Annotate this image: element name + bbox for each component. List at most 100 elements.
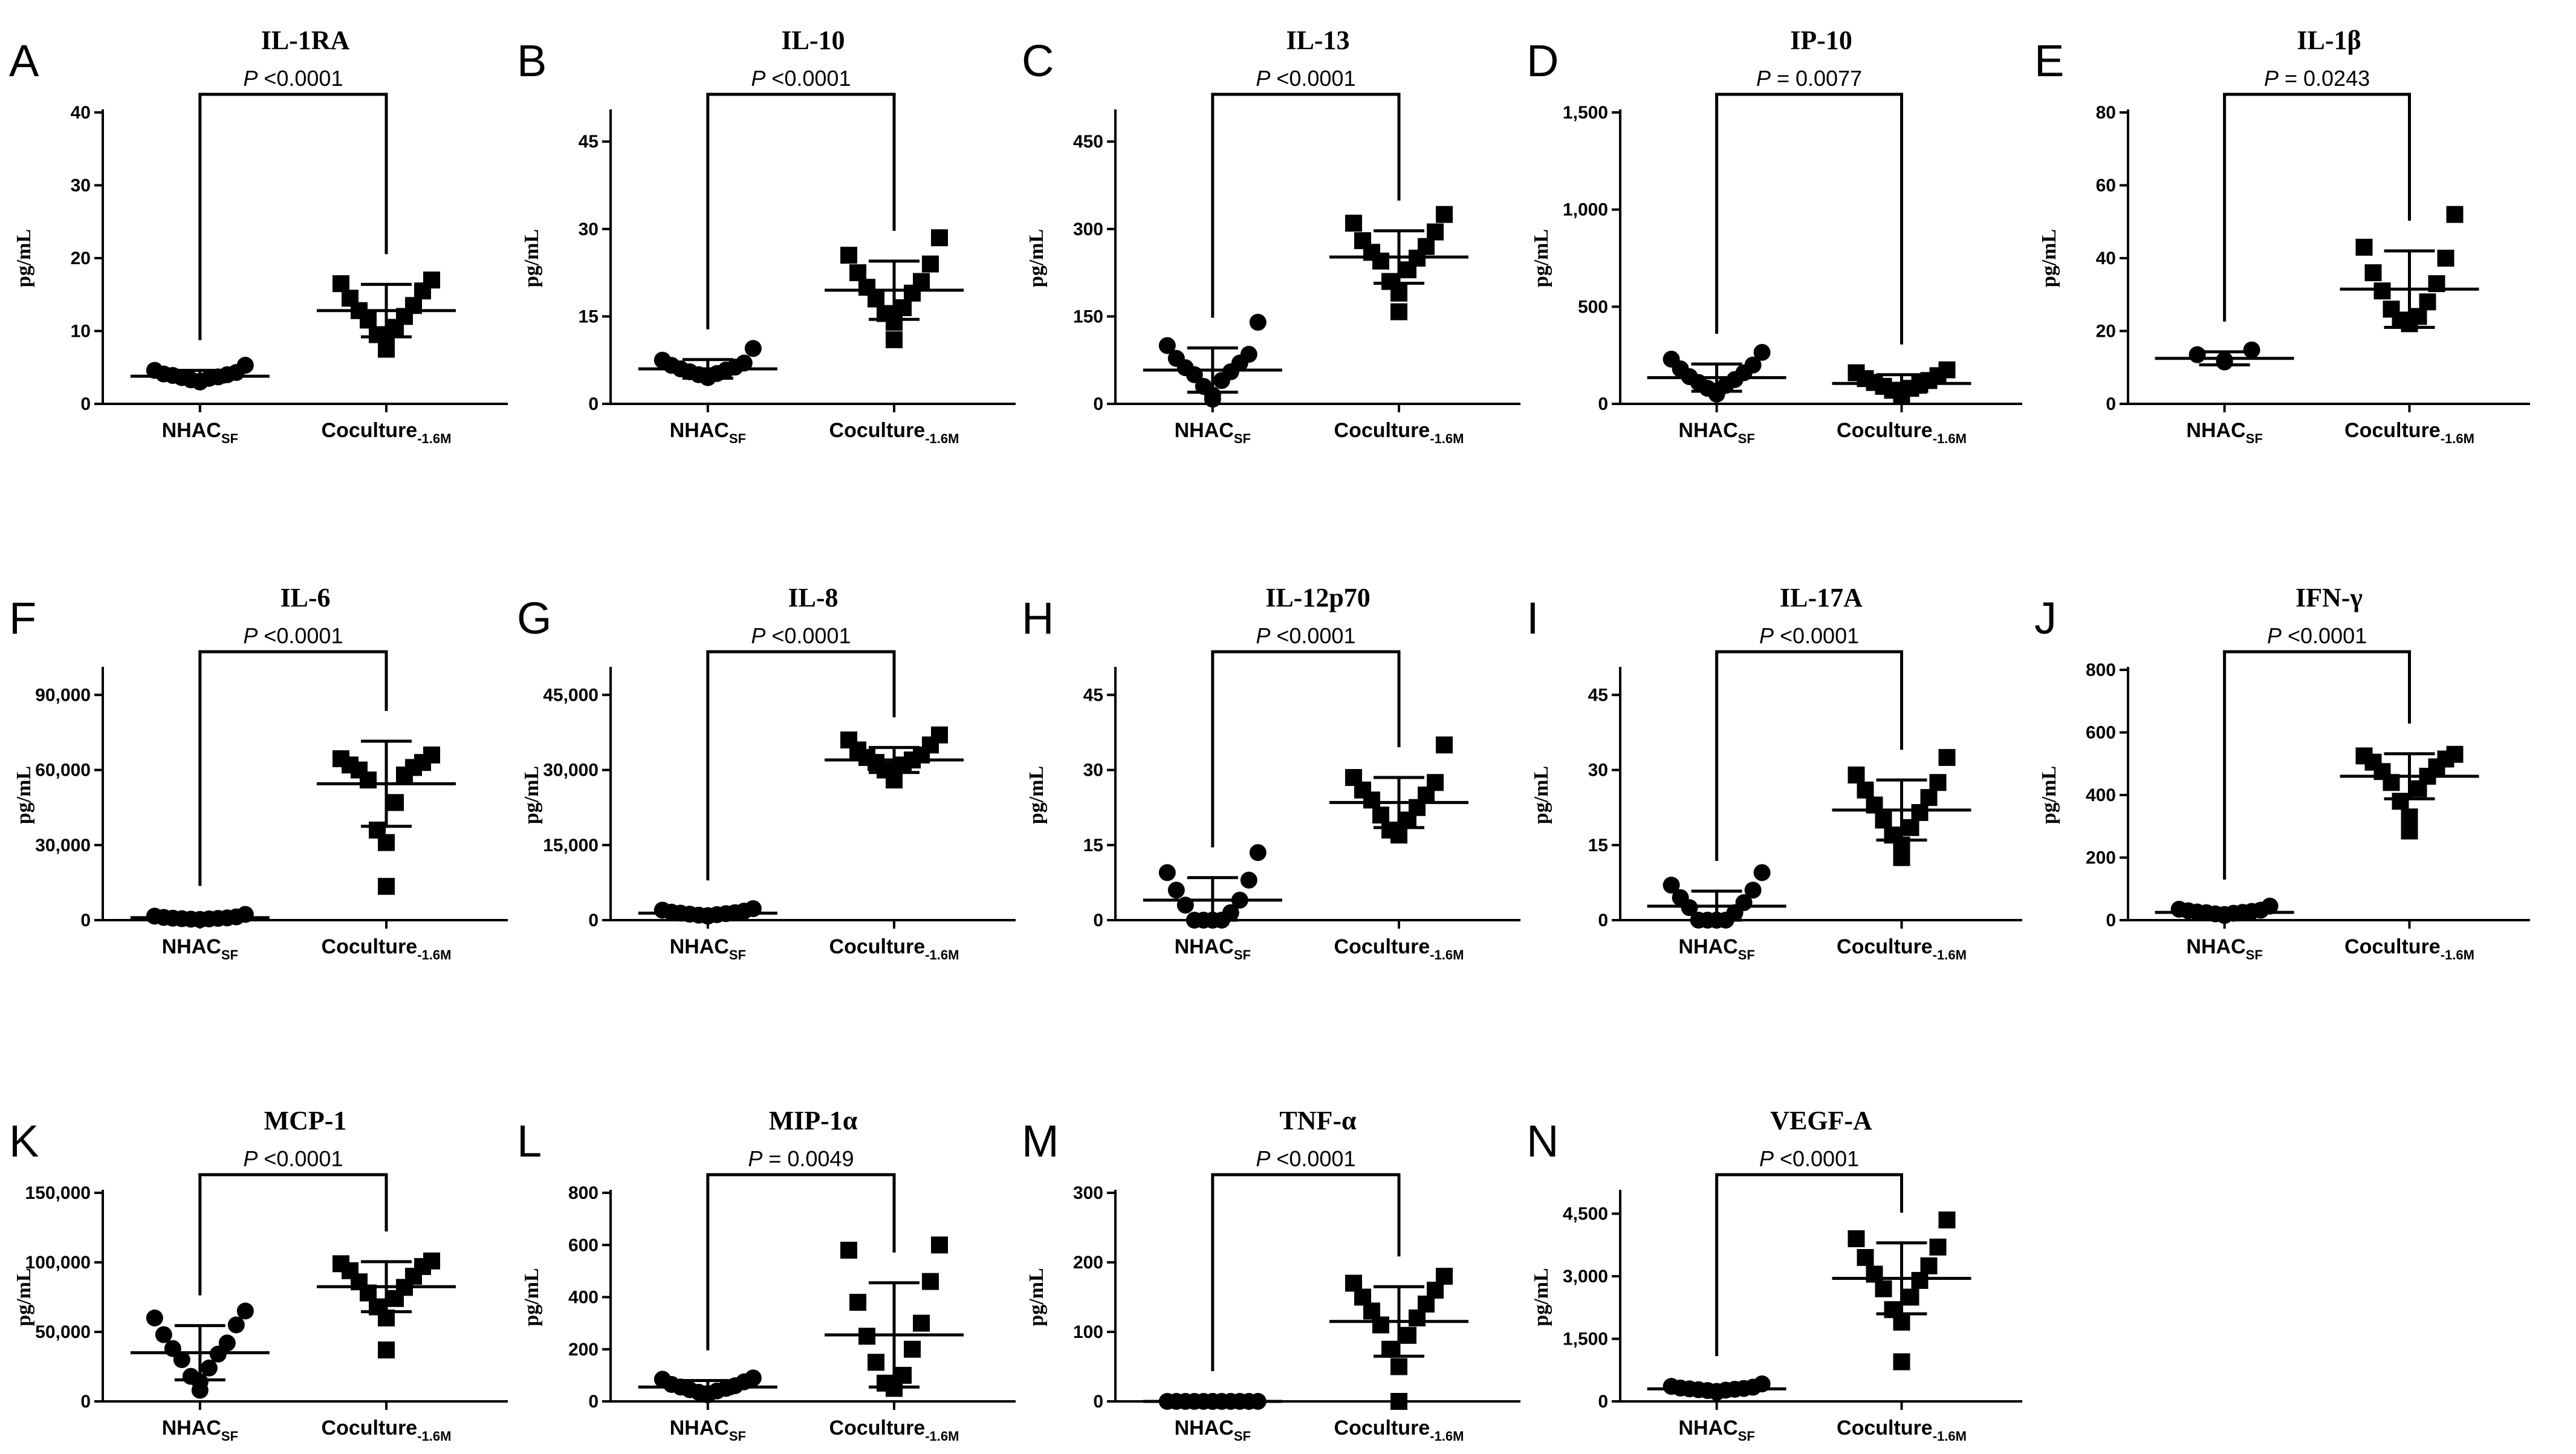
data-point — [1158, 337, 1176, 354]
x-tick-label: NHACSF — [1175, 1417, 1251, 1444]
data-point — [840, 731, 857, 748]
chart-title: IL-1β — [2297, 25, 2361, 55]
y-tick-label: 20 — [71, 248, 91, 268]
y-tick-label: 0 — [80, 1392, 91, 1412]
y-tick-label: 0 — [80, 394, 91, 414]
data-point — [342, 290, 358, 307]
y-tick-label: 30,000 — [35, 836, 91, 855]
data-point — [2243, 341, 2260, 359]
chart-title: IL-6 — [280, 583, 330, 612]
data-point — [333, 750, 349, 767]
data-point — [2355, 747, 2373, 765]
y-tick-label: 30 — [71, 176, 91, 196]
significance-bracket — [1715, 1173, 1903, 1357]
y-tick-label: 60 — [2096, 176, 2116, 196]
data-point — [735, 354, 753, 372]
data-point — [2401, 808, 2418, 826]
data-point — [1744, 356, 1762, 374]
y-tick-label: 1,500 — [1563, 103, 1608, 123]
data-point — [1920, 789, 1938, 807]
significance-bracket — [1211, 650, 1401, 848]
y-tick-label: 100,000 — [25, 1253, 91, 1273]
significance-bracket — [198, 1173, 388, 1296]
p-value-label: P <0.0001 — [751, 66, 851, 91]
data-point — [2410, 308, 2427, 325]
data-point — [931, 726, 948, 744]
y-tick-label: 60,000 — [35, 761, 91, 781]
data-point — [931, 1236, 948, 1254]
panel-f: F IL-6 0 30,000 60,000 90,000 pg/mL NHACSF Cocul… — [9, 583, 508, 962]
y-tick-label: 30 — [1083, 761, 1103, 781]
data-point — [1158, 864, 1176, 881]
y-tick-label: 15,000 — [543, 836, 599, 855]
data-point — [1381, 273, 1398, 290]
data-point — [236, 906, 254, 923]
panel-d: D IP-10 0 500 1,000 1,500 pg/mL NHACSF Coculture… — [1526, 25, 2022, 446]
data-point — [858, 279, 875, 296]
y-tick-label: 20 — [2096, 322, 2116, 342]
y-tick-label: 15 — [579, 307, 599, 326]
data-point — [1902, 819, 1919, 836]
y-axis-label: pg/mL — [521, 229, 543, 287]
panel-a: A IL-1RA 0 10 20 30 40 pg/mL NHACSF Coculture-1.6… — [9, 25, 508, 446]
y-tick-label: 300 — [1073, 219, 1103, 239]
y-tick-label: 1,500 — [1563, 1329, 1608, 1349]
data-point — [1390, 1393, 1407, 1410]
data-point — [1753, 343, 1771, 361]
y-tick-label: 0 — [588, 1392, 599, 1412]
y-tick-label: 45,000 — [543, 685, 599, 705]
data-point — [2170, 900, 2188, 918]
data-point — [2373, 282, 2391, 300]
panel-letter: G — [517, 593, 552, 643]
data-point — [904, 1340, 921, 1358]
y-tick-label: 0 — [2106, 394, 2116, 414]
data-point — [1354, 232, 1371, 250]
x-tick-label: NHACSF — [2186, 419, 2262, 446]
significance-bracket — [198, 650, 388, 886]
data-point — [744, 1369, 762, 1387]
x-tick-label: Coculture-1.6M — [1334, 1417, 1464, 1444]
panel-i: I IL-17A 0 15 30 45 pg/mL NHACSF Coculture-1.6M P… — [1526, 583, 2022, 962]
x-tick-label: NHACSF — [1175, 419, 1251, 446]
chart-title: IL-13 — [1286, 25, 1349, 55]
data-point — [849, 1294, 866, 1311]
y-tick-label: 80 — [2096, 103, 2116, 123]
data-point — [182, 1368, 200, 1385]
data-point — [895, 299, 912, 316]
data-point — [922, 1273, 939, 1290]
data-point — [840, 247, 857, 264]
data-point — [1381, 821, 1398, 839]
panel-letter: L — [517, 1116, 542, 1166]
data-point — [146, 362, 163, 379]
data-point — [1938, 748, 1956, 766]
significance-bracket — [706, 1173, 896, 1351]
panel-k: K MCP-1 0 50,000 100,000 150,000 pg/mL NHACSF Co… — [9, 1106, 508, 1444]
y-tick-label: 0 — [588, 394, 599, 414]
data-point — [922, 255, 939, 273]
y-tick-label: 200 — [2086, 848, 2116, 868]
p-value-label: P <0.0001 — [243, 66, 343, 91]
y-tick-label: 150 — [1073, 307, 1103, 326]
data-point — [2446, 745, 2464, 763]
y-axis-label: pg/mL — [1025, 1268, 1048, 1326]
data-point — [1902, 1288, 1919, 1306]
x-tick-label: Coculture-1.6M — [829, 419, 959, 446]
p-value-label: P = 0.0077 — [1756, 66, 1862, 91]
significance-bracket — [1211, 92, 1401, 318]
y-tick-label: 1,000 — [1563, 200, 1608, 220]
p-value-label: P = 0.0049 — [748, 1146, 854, 1171]
chart-title: IL-10 — [781, 25, 845, 55]
data-point — [877, 1374, 894, 1392]
panel-e: E IL-1β 0 20 40 60 80 pg/mL NHACSF Coculture-1.6M… — [2034, 25, 2530, 446]
significance-bracket — [706, 650, 896, 881]
y-tick-label: 450 — [1073, 132, 1103, 152]
significance-bracket — [2223, 650, 2411, 880]
y-tick-label: 10 — [71, 322, 91, 342]
data-point — [227, 1316, 245, 1334]
y-axis-label: pg/mL — [1530, 229, 1552, 287]
significance-bracket — [706, 92, 896, 329]
y-axis-label: pg/mL — [13, 229, 35, 287]
significance-bracket — [1211, 1173, 1401, 1371]
x-tick-label: NHACSF — [1678, 1417, 1754, 1444]
data-point — [886, 331, 903, 348]
